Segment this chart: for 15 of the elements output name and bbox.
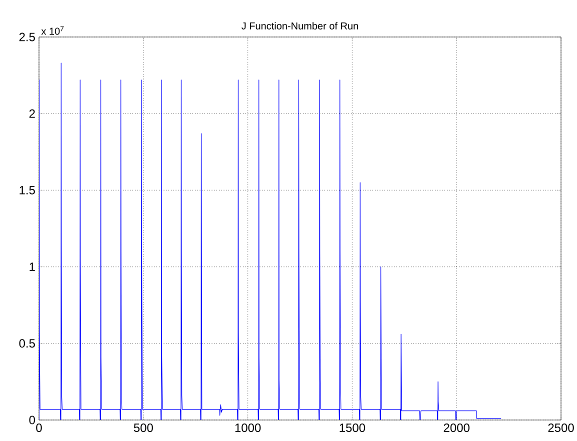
x-tick-label: 2500 — [548, 424, 574, 432]
line-series — [39, 62, 502, 420]
y-tick-label: 0.5 — [19, 339, 35, 348]
y-tick-label: 2 — [29, 109, 35, 118]
x-tick-label: 2000 — [444, 424, 470, 432]
chart-title: J Function-Number of Run — [242, 22, 358, 30]
y-tick-label: 1.5 — [20, 186, 35, 194]
y-tick-label: 2.5 — [19, 32, 35, 42]
x-tick-label: 500 — [134, 424, 153, 432]
x-tick-label: 1500 — [340, 424, 366, 432]
x-tick-label: 0 — [36, 424, 42, 432]
text: x 10$^{7}$ — [41, 26, 64, 35]
y-tick-label: 0 — [29, 416, 36, 424]
y-tick-label: 1 — [30, 262, 35, 271]
x-tick-label: 1000 — [235, 424, 261, 432]
